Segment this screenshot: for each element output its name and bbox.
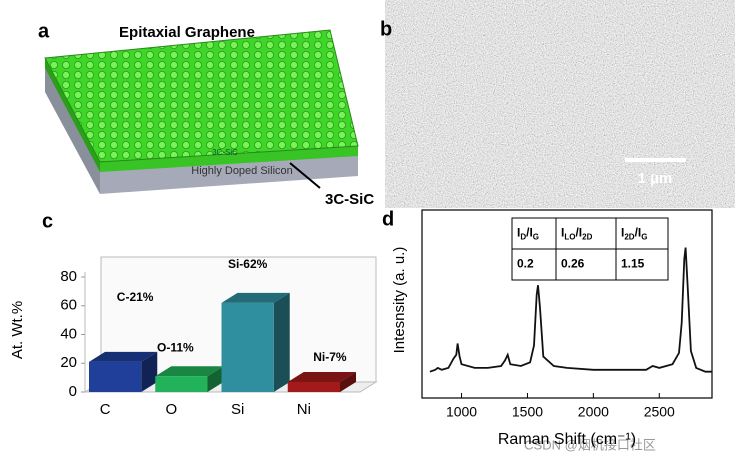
panel-label: b [380,18,392,40]
header-part: D [520,233,526,242]
bar-side [207,366,224,392]
layer-label: 3C-SiC [212,148,238,157]
x-axis-label: Raman Shift (cm⁻¹) [498,431,636,448]
header-part: LO [564,233,575,242]
value-label: C-21% [117,290,154,304]
table-cell: 0.26 [561,257,585,271]
bar [287,381,340,392]
substrate-label: Highly Doped Silicon [191,165,293,177]
y-axis-label: At. Wt.% [9,301,26,359]
callout-line [289,162,321,189]
table-header: ILO/I2D [561,226,593,242]
micrograph: 1 µm [415,12,712,190]
header-part: I [621,226,624,240]
y-tick-label: 20 [60,354,77,371]
header-part: G [641,233,647,242]
y-tick-label: 0 [69,383,77,400]
bar-top [287,371,356,382]
bar-side [141,351,158,392]
bar [155,376,208,392]
y-axis-label: Intesnsity (a. u.) [391,247,408,354]
header-part: I [561,226,564,240]
header-part: G [533,233,539,242]
watermark: CSDN @烟机接口社区 [524,437,656,452]
header-part: /I [575,226,582,240]
panel-labels: a b c d [38,18,394,232]
sic-side [45,58,100,172]
table-cell: 0.2 [517,257,534,271]
bar-top [221,292,290,303]
illustration: Epitaxial Graphene 3C-SiC Highly Doped S… [44,24,374,208]
header-part: 2D [624,233,634,242]
value-label: O-11% [157,340,194,354]
header-part: /I [635,226,642,240]
x-tick-label: Ni [297,401,311,418]
value-label: Ni-7% [313,350,347,364]
header-part: /I [526,226,533,240]
scale-label: 1 µm [638,170,673,187]
table-cell: 1.15 [621,257,645,271]
table-header: I2D/IG [621,226,647,242]
header-part: I [517,226,520,240]
bar-top [155,366,224,377]
x-tick-label: O [166,401,178,418]
panel-label: d [382,208,394,230]
bar-side [340,371,356,392]
x-tick-label: 1500 [512,404,543,420]
x-tick-label: C [100,401,111,418]
table-header: ID/IG [517,226,539,242]
spectrum-line [429,247,712,373]
panel-label: a [38,20,50,42]
graphene-top [44,29,359,163]
value-label: Si-62% [228,257,268,271]
callout-label: 3C-SiC [325,191,374,208]
bar-top [89,351,158,362]
y-tick-label: 60 [60,297,77,314]
panel-label: c [42,210,53,232]
bar [221,302,274,392]
x-tick-label: Si [231,401,244,418]
sem-image [415,12,712,190]
x-tick-label: 2000 [578,404,609,420]
y-tick-label: 40 [60,325,77,342]
x-tick-label: 1000 [446,404,477,420]
x-tick-label: 2500 [644,404,675,420]
sic-front [100,146,358,172]
bar-side [273,292,290,392]
top-label: Epitaxial Graphene [119,24,255,41]
plot-frame [421,209,713,399]
y-tick-label: 80 [60,268,77,285]
header-part: 2D [582,233,592,242]
bar [89,361,142,392]
